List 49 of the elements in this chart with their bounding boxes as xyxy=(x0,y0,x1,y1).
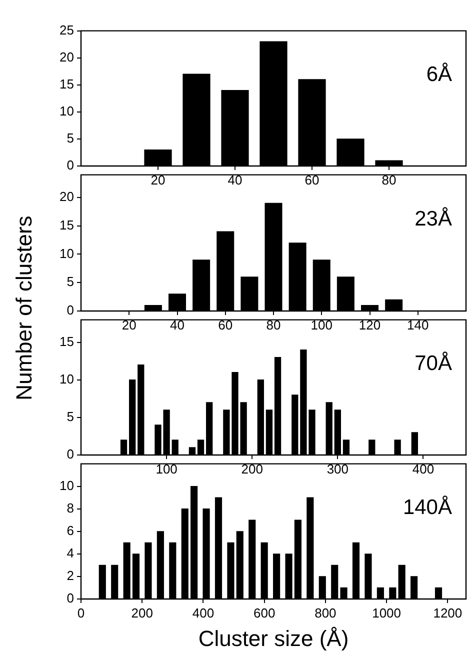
x-tick-label: 20 xyxy=(122,317,136,332)
y-tick-label: 8 xyxy=(66,500,74,516)
y-tick-label: 5 xyxy=(66,274,74,290)
x-tick-label: 140 xyxy=(407,317,429,332)
y-tick-label: 4 xyxy=(66,546,74,561)
y-axis-title: Number of clusters xyxy=(11,216,37,400)
x-tick-label: 1000 xyxy=(372,605,402,620)
x-tick-label: 0 xyxy=(77,605,85,620)
annotation: 6Å xyxy=(426,62,452,86)
x-tick-label: 300 xyxy=(326,461,349,476)
y-tick-label: 15 xyxy=(60,217,74,232)
y-tick-label: 25 xyxy=(60,22,74,38)
y-tick-label: 10 xyxy=(60,371,74,386)
x-tick-label: 40 xyxy=(170,317,184,332)
y-tick-label: 0 xyxy=(66,446,74,462)
x-tick-label: 80 xyxy=(266,317,281,332)
y-tick-label: 10 xyxy=(60,478,74,493)
x-axis-title: Cluster size (Å) xyxy=(197,626,350,652)
x-tick-label: 60 xyxy=(304,172,320,188)
x-tick-label: 400 xyxy=(412,461,434,476)
y-tick-label: 15 xyxy=(60,334,74,349)
y-tick-label: 10 xyxy=(60,104,74,118)
y-tick-label: 20 xyxy=(60,49,74,64)
y-tick-label: 5 xyxy=(66,409,74,424)
x-tick-label: 20 xyxy=(150,172,166,188)
y-tick-label: 0 xyxy=(66,302,74,318)
y-tick-label: 0 xyxy=(66,158,74,173)
annotation: 140Å xyxy=(402,495,452,520)
y-tick-label: 10 xyxy=(60,246,74,261)
x-tick-label: 100 xyxy=(310,317,332,332)
y-tick-label: 15 xyxy=(60,76,74,92)
x-tick-label: 1200 xyxy=(433,605,462,620)
y-tick-label: 20 xyxy=(60,189,74,204)
x-tick-label: 100 xyxy=(156,461,178,476)
x-tick-label: 600 xyxy=(253,605,276,620)
x-tick-label: 200 xyxy=(241,461,263,476)
y-tick-label: 6 xyxy=(66,522,74,538)
x-tick-label: 60 xyxy=(218,317,233,332)
x-tick-label: 400 xyxy=(192,605,214,620)
x-tick-label: 80 xyxy=(382,172,396,188)
y-tick-label: 0 xyxy=(66,590,74,606)
y-tick-label: 2 xyxy=(66,568,74,584)
annotation: 23Å xyxy=(414,206,452,231)
x-tick-label: 200 xyxy=(131,605,153,620)
x-tick-label: 800 xyxy=(314,605,336,620)
y-tick-label: 5 xyxy=(66,130,74,146)
x-tick-label: 120 xyxy=(358,317,381,332)
x-tick-label: 40 xyxy=(228,172,242,188)
annotation: 70Å xyxy=(414,351,452,376)
